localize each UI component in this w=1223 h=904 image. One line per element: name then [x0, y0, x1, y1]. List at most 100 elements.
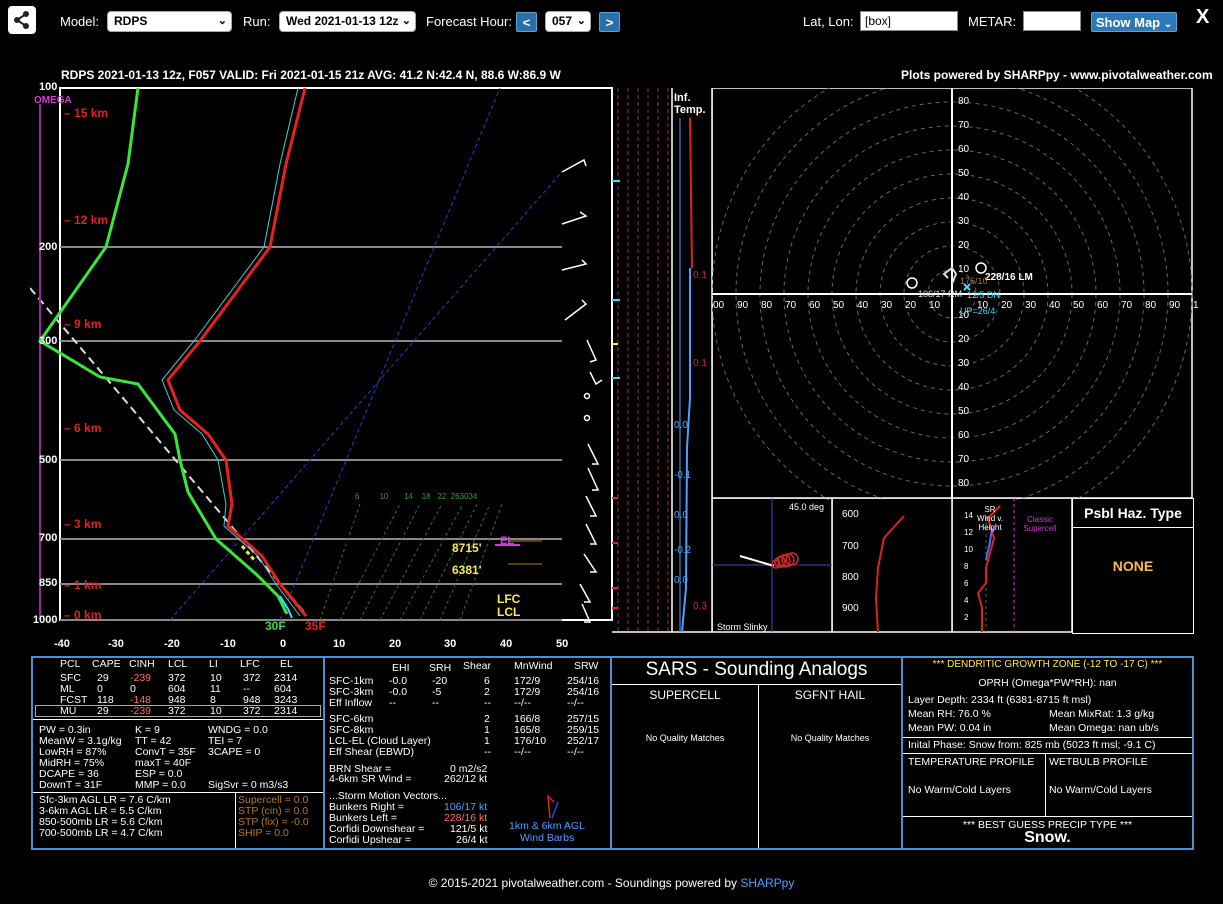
next-hour-button[interactable]: >	[599, 12, 620, 32]
previous-hour-button[interactable]: <	[516, 12, 537, 32]
omega-trace	[689, 117, 693, 269]
close-button[interactable]: X	[1196, 6, 1210, 28]
parcel-header: EL	[280, 658, 293, 670]
hodo-ring-label: 40	[958, 192, 970, 203]
composite-value: STP (fix) = -0.0	[238, 816, 309, 828]
kinematic-cell: 2	[484, 686, 490, 698]
hodo-ring-label: 30	[958, 216, 970, 227]
bunkers-rm-label: 106/17 RM	[918, 289, 963, 299]
parcel-cell: 10	[210, 705, 222, 717]
parcel-trace	[30, 287, 305, 613]
wind-barb	[561, 158, 587, 173]
height-label-text: 12 km	[74, 213, 109, 227]
pressure-label-1000: 1000	[33, 614, 58, 626]
sars-title: SARS - Sounding Analogs	[645, 659, 868, 680]
wind-barb	[587, 467, 600, 491]
mixing-ratio-labels: 6 10 14 18 22 263034	[355, 492, 477, 501]
parcel-cell: 10	[210, 672, 222, 684]
composite-indices: Supercell = 0.0 STP (cin) = 0.0 STP (fix…	[238, 795, 309, 839]
index-value: MidRH = 75%	[39, 757, 105, 769]
parcel-cell: --	[243, 683, 250, 695]
height-label-1km: – 1 km	[64, 578, 102, 592]
height-label-text: 15 km	[74, 106, 109, 120]
parcel-cell: 2314	[274, 672, 298, 684]
top-toolbar: Model: RDPS ⌄ Run: Wed 2021-01-13 12z ⌄ Fo…	[0, 0, 1223, 44]
wind-barb	[585, 523, 598, 545]
wind-barb	[583, 553, 598, 573]
hodo-ring-label: 60	[958, 430, 970, 441]
parcel-header: PCL	[60, 658, 81, 670]
parcel-cell: 2314	[274, 705, 298, 717]
lapse-rate: 700-500mb LR = 4.7 C/km	[39, 827, 163, 839]
hodo-ring-label: 90	[737, 300, 749, 311]
index-value: TEI = 7	[208, 735, 243, 747]
surface-dewpoint: 30F	[265, 619, 286, 633]
wind-barb	[561, 211, 588, 225]
index-value: DownT = 31F	[39, 779, 103, 791]
parcel-cell: -239	[130, 705, 152, 717]
parcel-cell: -239	[130, 672, 152, 684]
selected-parcel-highlight	[35, 705, 321, 717]
inflow-red-value: 0.1	[693, 358, 707, 369]
divider	[33, 792, 323, 793]
run-label: Run:	[243, 14, 271, 29]
run-select[interactable]: Wed 2021-01-13 12z ⌄	[279, 11, 416, 32]
isobar-lines	[60, 246, 562, 621]
mixing-ratio-tick: 14	[403, 492, 413, 501]
inflow-title-line1: Inf.	[674, 92, 691, 104]
mixing-ratio-tick: 22	[437, 492, 447, 501]
metar-label: METAR:	[968, 14, 1017, 29]
kin-header: SRW	[574, 660, 599, 672]
index-value: DCAPE = 36	[39, 768, 99, 780]
parcel-cell: FCST	[60, 694, 88, 706]
mixing-ratio-tick: 18	[421, 492, 431, 501]
wind-barb	[561, 259, 588, 271]
parcel-cell: 604	[274, 683, 292, 695]
kinematic-cell: -0.0	[389, 675, 408, 687]
model-select[interactable]: RDPS ⌄	[107, 11, 232, 32]
srwind-trace-upper	[985, 527, 993, 561]
srwind-height-label: 12	[964, 528, 973, 537]
inflow-blue-value: -0.2	[674, 545, 692, 556]
kinematic-cell: --/--	[567, 746, 584, 758]
share-icon	[14, 11, 29, 29]
kinematic-cell: 172/9	[514, 675, 541, 687]
index-value: PW = 0.3in	[39, 724, 91, 736]
kinematic-cell: --/--	[514, 697, 531, 709]
height-label-15km: – 15 km	[64, 106, 109, 120]
indices-col1: PW = 0.3in MeanW = 3.1g/kg LowRH = 87% M…	[39, 725, 122, 791]
hodo-ring-label: 20	[905, 300, 917, 311]
classic-supercell-label: Classic Supercell	[1023, 515, 1057, 533]
latlon-label: Lat, Lon:	[803, 14, 854, 29]
show-map-button[interactable]: Show Map ⌄	[1091, 12, 1177, 32]
kinematic-cell: 257/15	[567, 713, 600, 725]
bunkers-left-label: Bunkers Left =	[329, 812, 397, 824]
stats-panel	[31, 656, 1194, 850]
wetbulb-profile-header: WETBULB PROFILE	[1049, 756, 1148, 768]
parcel-cell: 372	[243, 705, 261, 717]
height-label-0km: – 0 km	[64, 608, 102, 622]
height-label-3km: – 3 km	[64, 517, 102, 531]
metar-input[interactable]	[1023, 11, 1081, 31]
pressure-label-100: 100	[39, 81, 58, 93]
corfidi-down-label: Corfidi Downshear =	[329, 823, 425, 835]
temp-tick-50: 50	[556, 638, 569, 650]
height-label-6km: – 6 km	[64, 421, 102, 435]
kinematic-cell: 2	[484, 713, 490, 725]
height-label-text: 0 km	[74, 608, 102, 622]
forecast-hour-select[interactable]: 057 ⌄	[545, 11, 591, 32]
share-button[interactable]	[8, 6, 36, 34]
indices-col2: K = 9 TT = 42 ConvT = 35F maxT = 40F ESP…	[135, 725, 196, 791]
parcel-cell: ML	[60, 683, 75, 695]
inflow-blue-value: 0.0	[674, 575, 688, 586]
sharppy-link[interactable]: SHARPpy	[740, 876, 795, 890]
latlon-input[interactable]: [box]	[860, 11, 958, 31]
theta-label: 700	[842, 541, 859, 552]
theta-label: 900	[842, 603, 859, 614]
hodo-ring-label: 80	[1145, 300, 1157, 311]
composite-value: STP (cin) = 0.0	[238, 805, 309, 817]
divider	[903, 753, 1192, 754]
corfidi-dn-label: 12/5 DN	[967, 290, 1001, 300]
mixing-ratio-tick: 26	[450, 492, 460, 501]
barbs-caption-1: 1km & 6km AGL	[509, 820, 585, 832]
